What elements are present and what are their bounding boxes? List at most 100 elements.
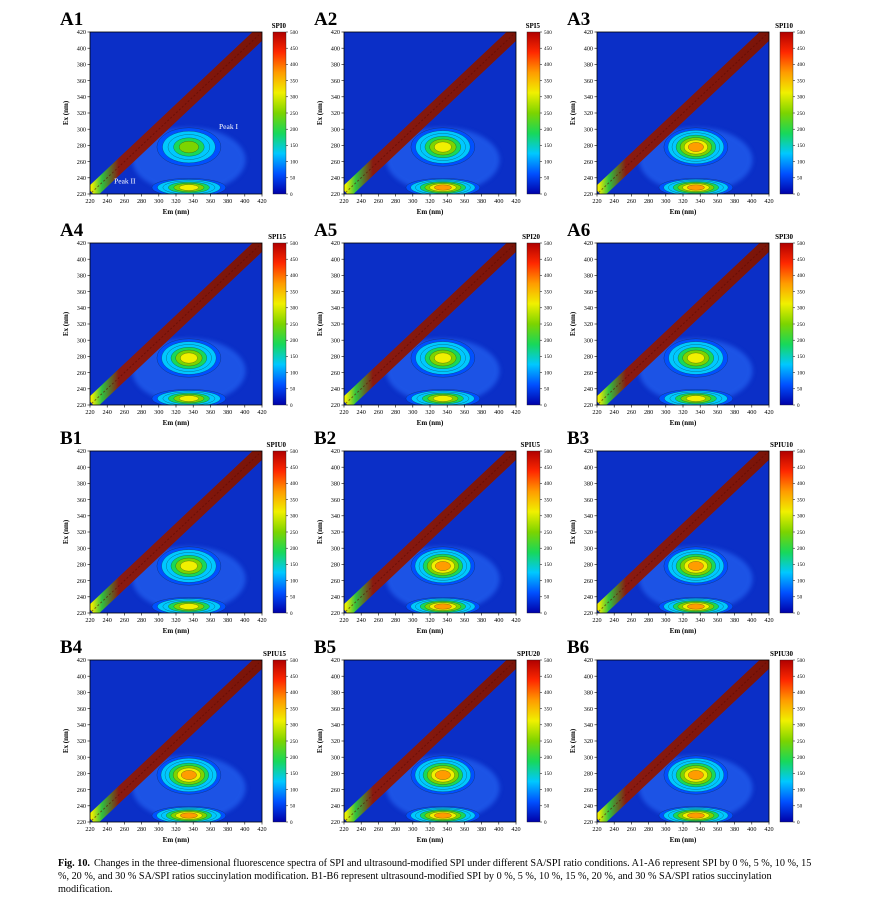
panel-b2: 220 240 260 280 300 320 340 360 380 400 420 220 240 2…	[314, 428, 552, 635]
peak-2-contour	[686, 395, 706, 402]
x-tick-label: 240	[610, 826, 619, 833]
peak-annotation: Peak II	[114, 176, 136, 185]
colorbar-tick-label: 100	[797, 370, 805, 376]
x-tick-label: 420	[257, 617, 266, 624]
colorbar-tick-label: 500	[544, 449, 552, 455]
colorbar-tick-label: 300	[290, 723, 298, 729]
y-tick-label: 280	[331, 354, 340, 361]
x-axis-label: Em (nm)	[417, 419, 444, 427]
colorbar-tick-label: 250	[544, 739, 552, 745]
peak-annotation: Peak I	[219, 122, 238, 131]
panel-a5: 220 240 260 280 300 320 340 360 380 400 420 220 240 2…	[314, 220, 552, 427]
x-tick-label: 400	[240, 617, 249, 624]
scatter-texture	[598, 32, 769, 193]
y-tick-label: 380	[584, 62, 593, 69]
colorbar-tick-label: 50	[797, 176, 803, 182]
x-tick-label: 380	[477, 198, 486, 205]
y-tick-label: 260	[331, 370, 340, 377]
x-tick-label: 380	[223, 826, 232, 833]
colorbar-tick-label: 150	[797, 354, 805, 360]
y-tick-label: 280	[77, 143, 86, 150]
peak-1-contour	[434, 352, 452, 364]
peak-1-contour	[687, 770, 704, 780]
colorbar-tick-label: 350	[797, 289, 805, 295]
plot-area	[90, 32, 262, 194]
y-tick-label: 240	[331, 594, 340, 601]
colorbar-tick-label: 250	[290, 111, 298, 117]
y-tick-label: 360	[331, 78, 340, 85]
y-tick-label: 280	[77, 771, 86, 778]
figure-caption: Fig. 10. Changes in the three-dimensional…	[58, 857, 818, 896]
y-axis-label: Ex (nm)	[62, 728, 70, 753]
x-tick-label: 400	[240, 198, 249, 205]
colorbar-tick-label: 300	[544, 514, 552, 520]
colorbar-tick-label: 50	[290, 387, 296, 393]
y-tick-label: 400	[331, 256, 340, 263]
y-tick-label: 340	[584, 94, 593, 101]
x-axis-label: Em (nm)	[670, 836, 697, 844]
x-tick-label: 260	[120, 198, 129, 205]
colorbar	[526, 242, 541, 406]
plot-area	[90, 660, 262, 822]
y-tick-label: 260	[331, 578, 340, 585]
y-tick-label: 340	[77, 305, 86, 312]
colorbar-tick-label: 500	[544, 241, 552, 247]
y-axis-label: Ex (nm)	[569, 728, 577, 753]
y-tick-label: 300	[331, 754, 340, 761]
x-tick-label: 280	[391, 826, 400, 833]
y-tick-label: 340	[331, 94, 340, 101]
colorbar-tick-label: 100	[797, 787, 805, 793]
caption-text: Changes in the three-dimensional fluores…	[58, 858, 812, 895]
colorbar-tick-label: 0	[290, 192, 293, 198]
colorbar-tick-label: 300	[797, 723, 805, 729]
x-tick-label: 340	[696, 826, 705, 833]
scatter-texture	[345, 243, 516, 404]
y-axis-label: Ex (nm)	[316, 728, 324, 753]
x-tick-label: 380	[223, 409, 232, 416]
chart-title: SPI5	[526, 22, 541, 30]
x-tick-label: 420	[257, 826, 266, 833]
colorbar-tick-label: 500	[797, 658, 805, 664]
colorbar-tick-label: 250	[797, 111, 805, 117]
y-tick-label: 260	[584, 159, 593, 166]
y-tick-label: 320	[77, 321, 86, 328]
y-axis-label: Ex (nm)	[316, 100, 324, 125]
x-tick-label: 320	[171, 198, 180, 205]
panel-letter: A5	[314, 220, 337, 241]
colorbar-tick-label: 100	[290, 370, 298, 376]
y-tick-label: 220	[77, 402, 86, 409]
colorbar-tick-label: 350	[544, 497, 552, 503]
y-tick-label: 320	[584, 321, 593, 328]
y-tick-label: 260	[584, 787, 593, 794]
y-tick-label: 280	[584, 771, 593, 778]
colorbar-tick-label: 300	[290, 306, 298, 312]
chart-title: SPIU0	[267, 441, 287, 449]
y-tick-label: 280	[77, 562, 86, 569]
chart-title: SPI20	[522, 233, 540, 241]
plot-area	[90, 451, 262, 613]
y-tick-label: 360	[77, 706, 86, 713]
colorbar-tick-label: 200	[290, 546, 298, 552]
x-tick-label: 300	[154, 826, 163, 833]
y-tick-label: 300	[77, 754, 86, 761]
colorbar-tick-label: 450	[544, 465, 552, 471]
y-tick-label: 340	[331, 513, 340, 520]
colorbar-tick-label: 350	[544, 706, 552, 712]
x-tick-label: 320	[425, 617, 434, 624]
x-tick-label: 320	[171, 617, 180, 624]
colorbar-tick-label: 500	[797, 449, 805, 455]
y-tick-label: 400	[584, 256, 593, 263]
colorbar-tick-label: 250	[797, 739, 805, 745]
colorbar-tick-label: 450	[290, 46, 298, 52]
x-axis-label: Em (nm)	[417, 836, 444, 844]
chart-title: SPI0	[272, 22, 287, 30]
panel-b1: 220 240 260 280 300 320 340 360 380 400 420 220 240 2…	[60, 428, 298, 635]
y-tick-label: 280	[584, 562, 593, 569]
y-tick-label: 320	[584, 110, 593, 117]
y-tick-label: 400	[331, 464, 340, 471]
x-axis-label: Em (nm)	[670, 208, 697, 216]
y-tick-label: 280	[331, 143, 340, 150]
y-tick-label: 240	[331, 175, 340, 182]
y-tick-label: 260	[584, 578, 593, 585]
